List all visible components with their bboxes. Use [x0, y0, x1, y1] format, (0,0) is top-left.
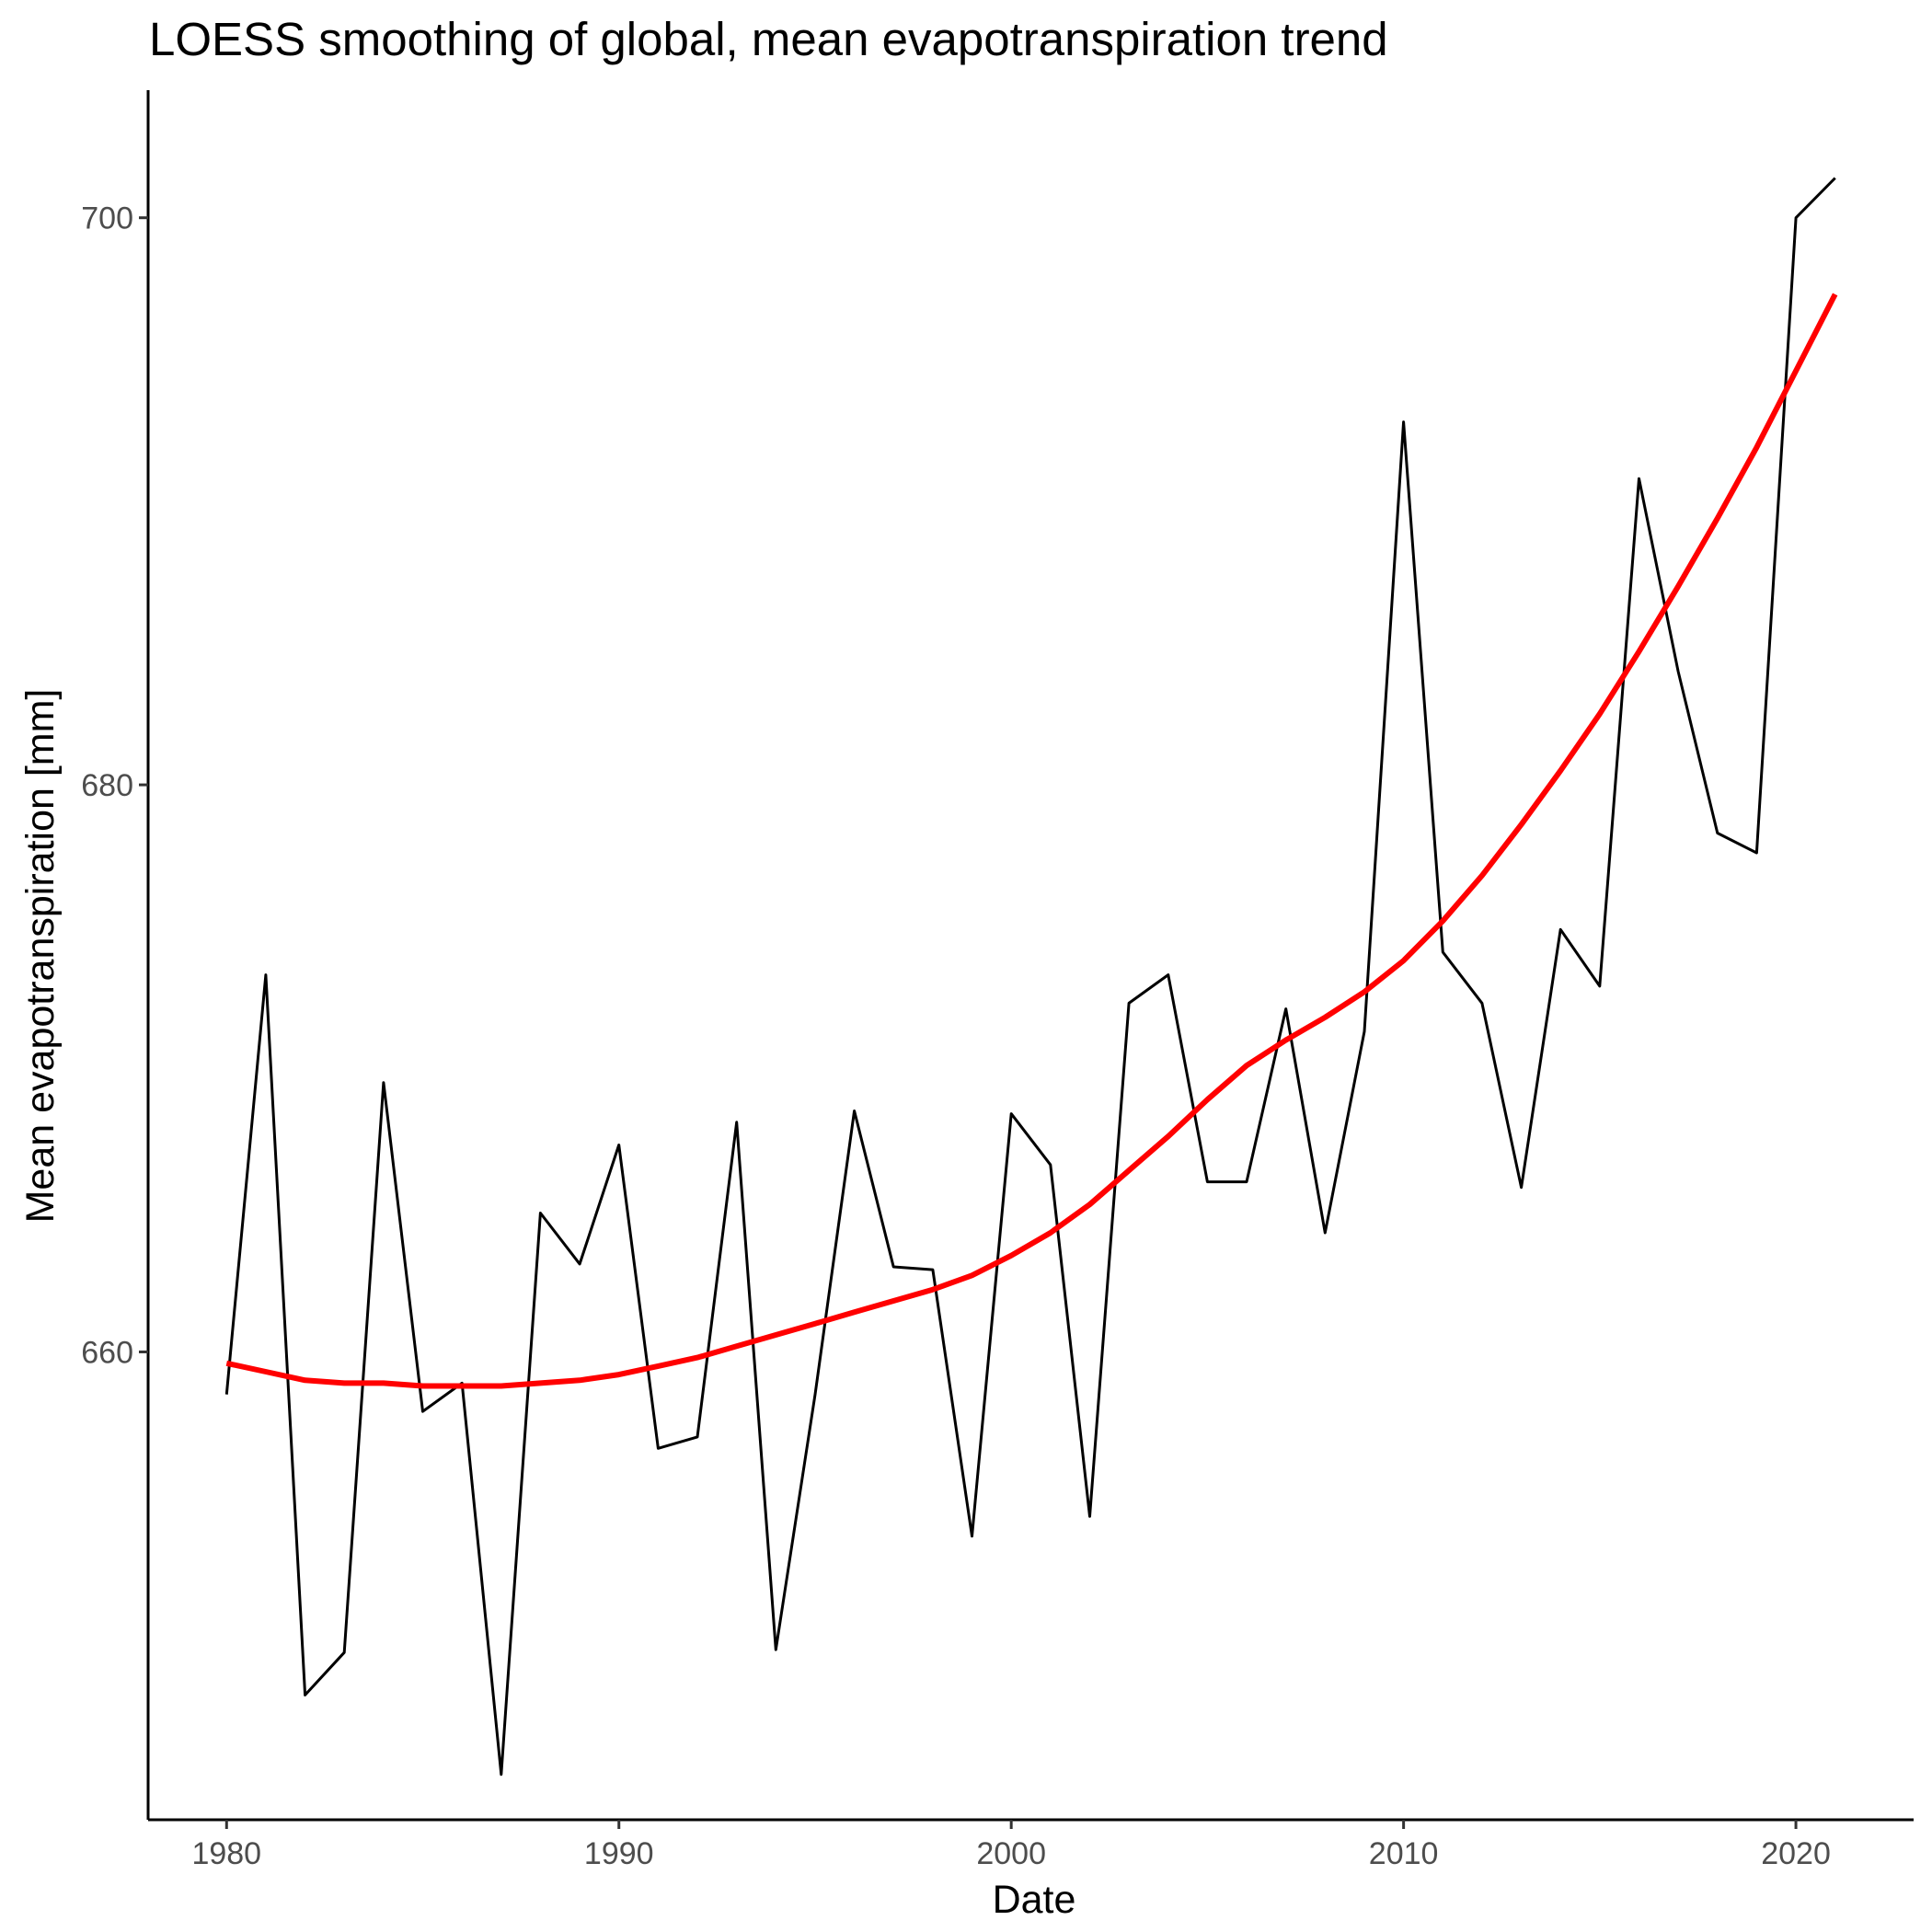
y-tick-label: 680 — [81, 768, 133, 803]
x-tick-label: 1990 — [584, 1836, 654, 1871]
x-tick-label: 1980 — [191, 1836, 261, 1871]
y-axis-ticks: 660 680 700 — [81, 201, 148, 1370]
y-axis-title: Mean evapotranspiration [mm] — [18, 689, 63, 1224]
series-line-loess — [225, 293, 1838, 1389]
series-layer — [224, 177, 1838, 1777]
x-axis-title: Date — [993, 1878, 1076, 1922]
x-tick-label: 2000 — [976, 1836, 1046, 1871]
chart-title: LOESS smoothing of global, mean evapotra… — [149, 13, 1388, 65]
series-line-observed — [224, 177, 1836, 1777]
x-axis-ticks: 1980 1990 2000 2010 2020 — [191, 1820, 1831, 1871]
y-tick-label: 660 — [81, 1335, 133, 1370]
x-tick-label: 2010 — [1369, 1836, 1439, 1871]
x-tick-label: 2020 — [1761, 1836, 1831, 1871]
y-tick-label: 700 — [81, 201, 133, 236]
